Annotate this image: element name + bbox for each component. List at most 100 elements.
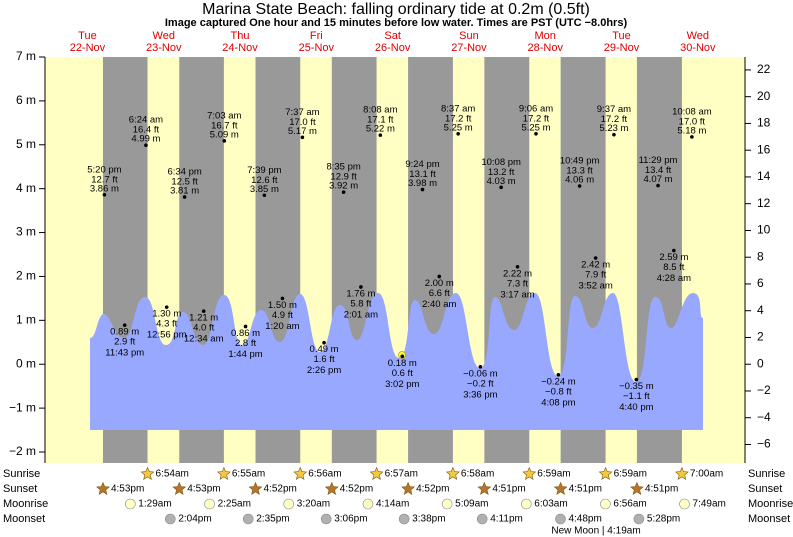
tide-extreme bbox=[437, 274, 442, 279]
row-label: Sunset bbox=[748, 483, 782, 495]
extreme-label: 5.23 m bbox=[599, 123, 628, 134]
day-date: 27-Nov bbox=[451, 42, 487, 54]
moonset-time: 3:38pm bbox=[412, 514, 445, 525]
extreme-label: 0.86 m bbox=[231, 328, 260, 339]
sunrise-icon bbox=[598, 466, 613, 480]
day-name: Thu bbox=[231, 30, 250, 42]
y2-tick-label: 18 bbox=[757, 116, 771, 130]
day-name: Sat bbox=[384, 30, 401, 42]
sunset-icon bbox=[96, 481, 110, 495]
extreme-label: 2.59 m bbox=[659, 252, 688, 263]
sunrise-time: 6:58am bbox=[461, 469, 494, 480]
extreme-label: 12.7 ft bbox=[91, 174, 118, 185]
moonrise-time: 1:29am bbox=[138, 499, 171, 510]
extreme-label: −0.35 m bbox=[619, 381, 654, 392]
day-date: 30-Nov bbox=[680, 42, 716, 54]
tide-extreme bbox=[672, 248, 676, 253]
day-date: 28-Nov bbox=[527, 42, 563, 54]
row-label: Sunset bbox=[3, 483, 37, 495]
sunrise-time: 6:55am bbox=[232, 469, 265, 480]
sunset-icon bbox=[172, 481, 187, 495]
tide-extreme bbox=[262, 193, 267, 198]
extreme-label: 17.0 ft bbox=[679, 116, 706, 127]
tide-extreme bbox=[515, 264, 520, 269]
y-tick-label: −2 m bbox=[9, 444, 36, 458]
extreme-label: 1:44 pm bbox=[228, 349, 262, 360]
y2-tick-label: −4 bbox=[757, 410, 771, 424]
extreme-label: 11:29 pm bbox=[639, 155, 678, 166]
extreme-label: 17.1 ft bbox=[367, 115, 394, 126]
sunset-icon bbox=[630, 481, 644, 495]
tide-extreme bbox=[243, 324, 248, 329]
tide-extreme bbox=[341, 190, 346, 194]
day-date: 22-Nov bbox=[70, 42, 106, 54]
row-label: Moonset bbox=[3, 513, 45, 525]
day-name: Fri bbox=[310, 30, 323, 42]
extreme-label: 0.6 ft bbox=[392, 368, 413, 379]
row-label: Moonrise bbox=[3, 498, 48, 510]
sunset-icon bbox=[477, 481, 492, 495]
extreme-label: 8:37 am bbox=[441, 103, 475, 114]
extreme-label: 3.81 m bbox=[170, 186, 199, 197]
extreme-label: 3.98 m bbox=[408, 178, 437, 189]
tide-extreme bbox=[359, 285, 363, 289]
extreme-label: 16.4 ft bbox=[133, 125, 160, 136]
extreme-label: 13.1 ft bbox=[409, 169, 436, 180]
moonset-time: 2:35pm bbox=[256, 514, 289, 525]
y-tick-label: 3 m bbox=[16, 225, 36, 239]
extreme-label: 5.18 m bbox=[677, 125, 706, 136]
moonrise-icon bbox=[521, 498, 532, 510]
sunrise-time: 6:59am bbox=[537, 469, 570, 480]
extreme-label: −0.8 ft bbox=[545, 386, 572, 397]
moonrise-time: 6:03am bbox=[534, 499, 567, 510]
tide-extreme bbox=[164, 305, 169, 309]
sunset-icon bbox=[324, 481, 339, 495]
day-name: Wed bbox=[687, 30, 709, 42]
moonrise-time: 5:09am bbox=[455, 499, 488, 510]
y2-tick-label: 14 bbox=[757, 169, 771, 183]
sunset-icon bbox=[553, 481, 568, 495]
extreme-label: 1.50 m bbox=[268, 300, 297, 311]
moonset-icon bbox=[555, 513, 566, 525]
extreme-label: 17.2 ft bbox=[445, 113, 472, 124]
sunset-time: 4:51pm bbox=[492, 484, 525, 495]
sunset-time: 4:52pm bbox=[416, 484, 449, 495]
tide-extreme bbox=[280, 296, 285, 301]
moonset-icon bbox=[165, 513, 176, 525]
extreme-label: −1.1 ft bbox=[623, 391, 650, 402]
y-tick-label: −1 m bbox=[9, 400, 36, 414]
row-label: Moonset bbox=[748, 513, 790, 525]
extreme-label: 12:56 pm bbox=[147, 330, 187, 341]
y2-tick-label: −2 bbox=[757, 383, 771, 397]
day-name: Sun bbox=[459, 30, 479, 42]
moonset-icon bbox=[320, 513, 332, 525]
tide-extreme bbox=[593, 256, 598, 260]
extreme-label: 5.17 m bbox=[288, 126, 317, 137]
extreme-label: 7.3 ft bbox=[507, 278, 528, 289]
sunset-time: 4:51pm bbox=[645, 484, 678, 495]
sunset-time: 4:51pm bbox=[569, 484, 602, 495]
extreme-label: 4.99 m bbox=[131, 134, 160, 145]
moonrise-time: 6:56am bbox=[613, 499, 646, 510]
extreme-label: 1:20 am bbox=[265, 321, 299, 332]
sunrise-time: 6:56am bbox=[308, 469, 341, 480]
y2-tick-label: 22 bbox=[757, 62, 771, 76]
sunset-time: 4:52pm bbox=[264, 484, 297, 495]
extreme-label: 13.2 ft bbox=[488, 167, 515, 178]
extreme-label: 7:39 pm bbox=[247, 165, 281, 176]
tide-extreme bbox=[577, 184, 582, 188]
extreme-label: 6.6 ft bbox=[429, 288, 450, 299]
y-tick-label: 7 m bbox=[16, 49, 36, 63]
extreme-label: 5.09 m bbox=[210, 129, 239, 140]
sunrise-icon bbox=[216, 466, 231, 480]
tide-extreme bbox=[478, 365, 483, 369]
row-label: Sunrise bbox=[748, 468, 785, 480]
extreme-label: 12.6 ft bbox=[251, 175, 278, 186]
extreme-label: 6:34 pm bbox=[167, 167, 201, 178]
sunset-time: 4:53pm bbox=[111, 484, 144, 495]
sunrise-icon bbox=[140, 466, 155, 480]
extreme-label: 5.8 ft bbox=[350, 298, 371, 309]
y-tick-label: 1 m bbox=[16, 313, 36, 327]
extreme-label: 3:17 am bbox=[500, 289, 534, 300]
